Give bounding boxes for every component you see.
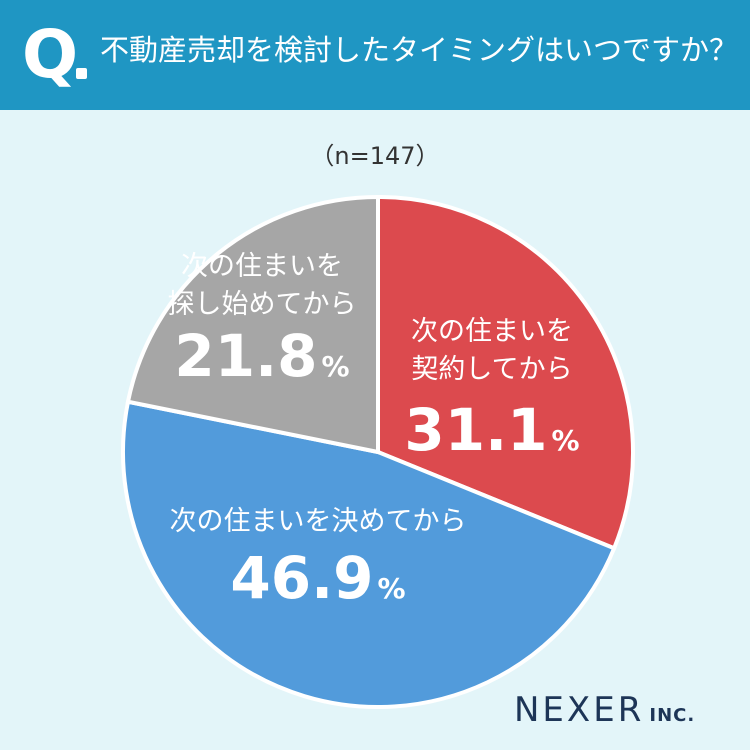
pie-slice-3: [125, 194, 380, 455]
question-header: Q 不動産売却を検討したタイミングはいつですか？: [0, 0, 750, 110]
slice-3-value-label: 21.8%: [174, 322, 349, 390]
slice-3-label-line-1: 次の住まいを: [181, 251, 343, 282]
slice-1-label-line-2: 契約してから: [411, 354, 572, 385]
brand-suffix: INC.: [649, 705, 696, 726]
slice-1-label-line-1: 次の住まいを: [411, 316, 573, 347]
pie-slice-1: [376, 194, 635, 551]
slice-1-value-label: 31.1%: [404, 396, 579, 464]
slice-2-value-label: 46.9%: [230, 544, 405, 612]
q-dot: [76, 68, 87, 79]
pie-slice-2: [121, 399, 617, 709]
q-mark: Q: [22, 16, 79, 93]
sample-size: （n=147）: [310, 142, 440, 170]
slice-3-label-line-2: 探し始めてから: [168, 289, 357, 320]
brand-logo: NEXER INC.: [514, 690, 695, 736]
slice-2-label-line-1: 次の住まいを決めてから: [170, 506, 467, 537]
question-text: 不動産売却を検討したタイミングはいつですか？: [100, 33, 739, 67]
brand-name: NEXER: [514, 690, 645, 730]
